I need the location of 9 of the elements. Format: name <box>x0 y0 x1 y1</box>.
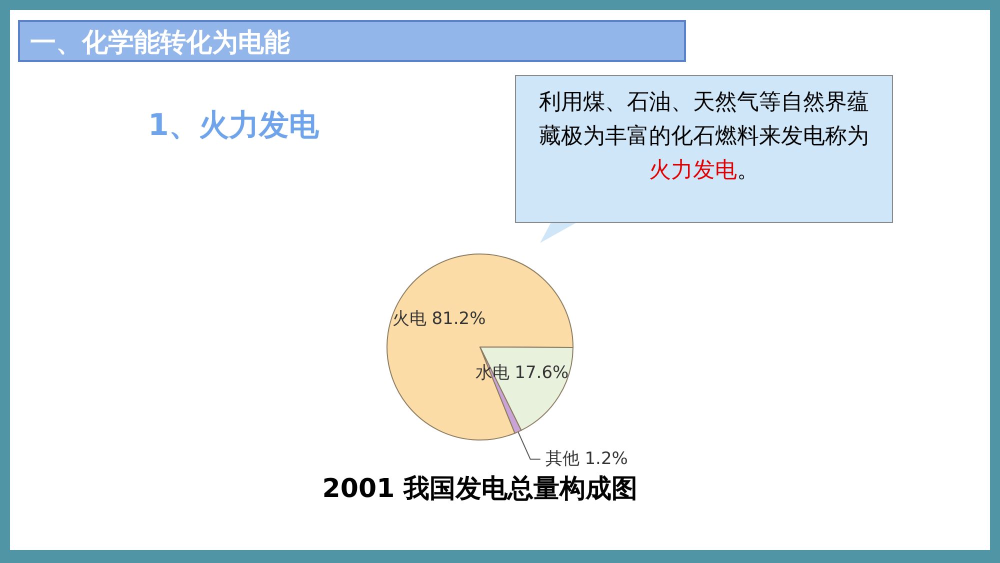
slice-label: 其他 1.2% <box>545 449 628 470</box>
text: 火力发电 <box>649 158 737 183</box>
text: 1、火力发电 <box>148 107 319 145</box>
text: 。 <box>737 158 759 183</box>
text: 2001 我国发电总量构成图 <box>322 474 638 504</box>
text: 一、化学能转化为电能 <box>18 20 686 62</box>
text: 利用煤、石油、天然气等自然界蕴藏极为丰富的化石燃料来发电称为 <box>539 90 869 149</box>
slice-label: 水电 17.6% <box>475 363 569 384</box>
slice-label: 火电 81.2% <box>392 309 486 330</box>
